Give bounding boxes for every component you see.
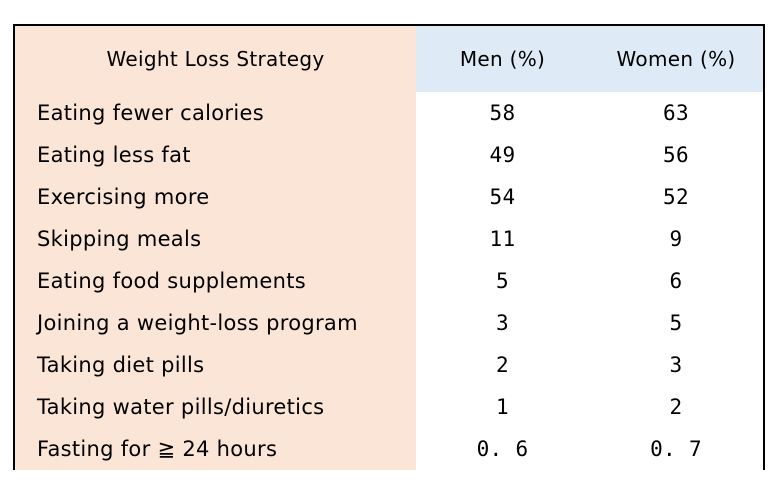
table-row: Fasting for ≧ 24 hours 0. 6 0. 7: [14, 428, 764, 470]
header-strategy: Weight Loss Strategy: [14, 25, 416, 92]
strategy-cell: Exercising more: [14, 176, 416, 218]
strategy-cell: Taking water pills/diuretics: [14, 386, 416, 428]
men-value-cell: 0. 6: [476, 437, 529, 461]
strategy-cell: Fasting for ≧ 24 hours: [14, 428, 416, 470]
men-value-cell: 58: [489, 101, 516, 125]
women-value-cell: 5: [669, 311, 683, 335]
women-value-cell: 56: [663, 143, 689, 167]
table-row: Taking water pills/diuretics 1 2: [14, 386, 764, 428]
table-row: Eating food supplements 5 6: [14, 260, 764, 302]
table-row: Joining a weight-loss program 3 5: [14, 302, 764, 344]
women-value-cell: 9: [669, 227, 683, 251]
men-value-cell: 1: [496, 395, 509, 419]
women-value-cell: 52: [663, 185, 689, 209]
strategy-cell: Eating food supplements: [14, 260, 416, 302]
table-row: Eating fewer calories 58 63: [14, 92, 764, 134]
men-value-cell: 5: [496, 269, 509, 293]
weight-loss-strategy-table: Weight Loss Strategy Men (%) Women (%) E…: [13, 24, 765, 470]
table-row: Taking diet pills 2 3: [14, 344, 764, 386]
men-value-cell: 54: [489, 185, 516, 209]
header-women: Women (%): [589, 25, 764, 92]
men-value-cell: 11: [489, 227, 516, 251]
women-value-cell: 2: [669, 395, 683, 419]
header-row: Weight Loss Strategy Men (%) Women (%): [14, 25, 764, 92]
strategy-cell: Joining a weight-loss program: [14, 302, 416, 344]
table-row: Exercising more 54 52: [14, 176, 764, 218]
men-value-cell: 2: [496, 353, 509, 377]
strategy-cell: Taking diet pills: [14, 344, 416, 386]
women-value-cell: 0. 7: [650, 437, 702, 461]
table-row: Skipping meals 11 9: [14, 218, 764, 260]
women-value-cell: 6: [669, 269, 683, 293]
women-value-cell: 63: [663, 101, 689, 125]
header-men: Men (%): [416, 25, 589, 92]
strategy-cell: Eating less fat: [14, 134, 416, 176]
table-row: Eating less fat 49 56: [14, 134, 764, 176]
men-value-cell: 49: [489, 143, 516, 167]
strategy-cell: Eating fewer calories: [14, 92, 416, 134]
table-body: Weight Loss Strategy Men (%) Women (%) E…: [14, 25, 764, 470]
women-value-cell: 3: [669, 353, 683, 377]
strategy-cell: Skipping meals: [14, 218, 416, 260]
men-value-cell: 3: [496, 311, 509, 335]
